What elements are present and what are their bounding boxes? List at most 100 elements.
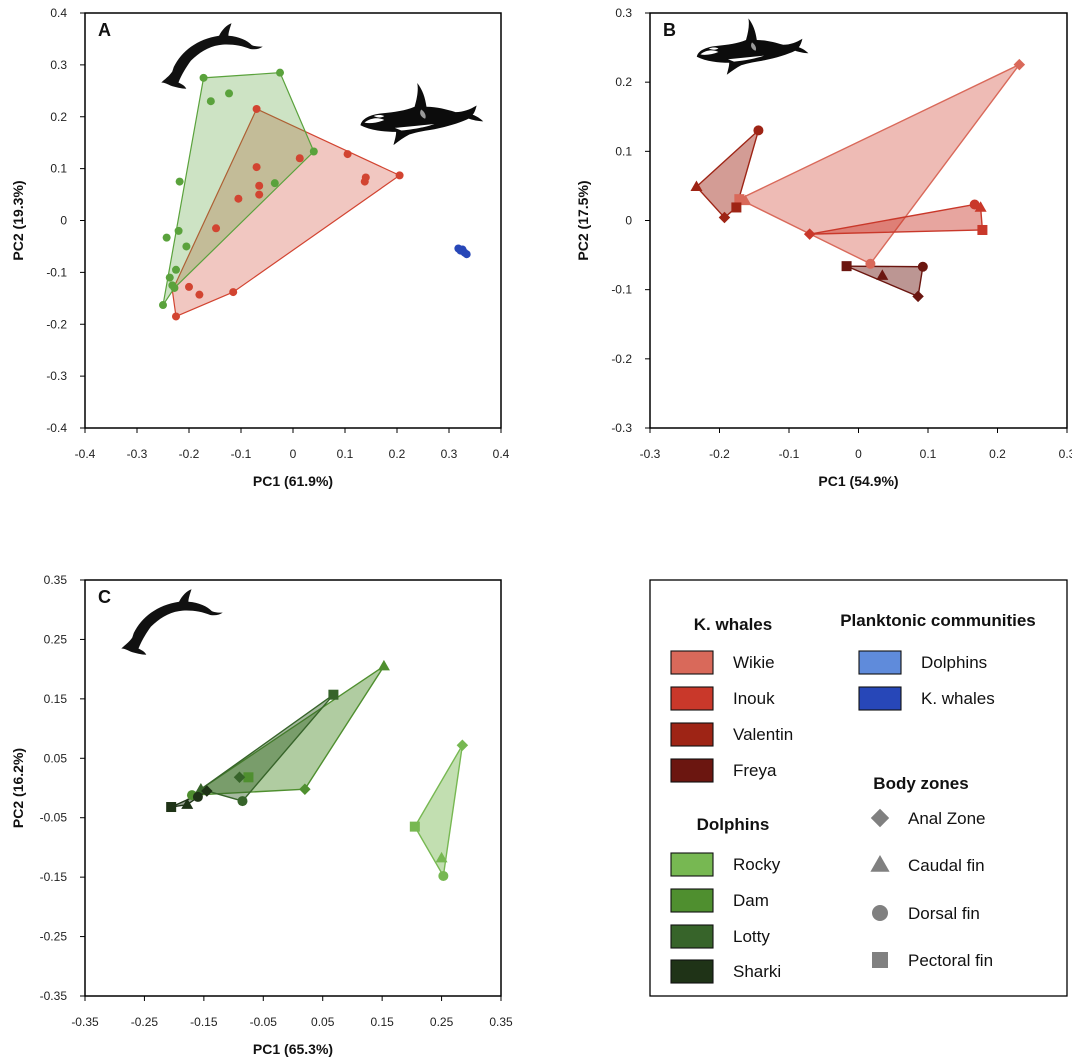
- hull-polygon: [199, 694, 334, 802]
- data-point: [172, 312, 180, 321]
- y-tick-label: 0: [60, 214, 67, 228]
- x-tick-label: -0.3: [127, 447, 148, 461]
- data-point: [229, 288, 238, 297]
- data-point: [255, 181, 264, 190]
- x-tick-label: -0.1: [779, 447, 800, 461]
- y-tick-label: 0.4: [50, 6, 67, 20]
- y-tick-label: 0: [625, 214, 632, 228]
- legend-heading-plankton: Planktonic communities: [840, 611, 1036, 630]
- data-point: [912, 290, 924, 303]
- data-point: [201, 785, 213, 797]
- x-tick-label: -0.2: [709, 447, 730, 461]
- orca-icon: [696, 18, 809, 75]
- x-tick-label: 0.25: [430, 1015, 454, 1029]
- y-tick-label: -0.1: [46, 265, 67, 279]
- orca-icon: [360, 83, 484, 146]
- data-point: [270, 179, 279, 188]
- data-point: [295, 154, 304, 163]
- data-point: [243, 772, 254, 783]
- data-point: [395, 171, 404, 180]
- data-point: [977, 224, 988, 235]
- y-axis-label: PC2 (19.3%): [10, 180, 26, 260]
- legend-swatch: [670, 888, 714, 913]
- data-point: [734, 194, 745, 205]
- data-point: [409, 821, 420, 832]
- legend-label: Freya: [733, 761, 777, 780]
- legend-swatch: [670, 959, 714, 984]
- data-point: [739, 194, 752, 206]
- y-tick-label: 0.05: [44, 751, 68, 765]
- x-tick-label: -0.1: [231, 447, 252, 461]
- hull-polygon: [171, 108, 401, 318]
- legend-label: Lotty: [733, 927, 770, 946]
- data-point: [969, 199, 980, 210]
- data-point: [159, 301, 167, 310]
- x-tick-label: 0.2: [989, 447, 1006, 461]
- data-point: [252, 104, 261, 113]
- legend-swatch: [858, 686, 902, 711]
- y-tick-label: -0.2: [46, 317, 67, 331]
- data-point: [199, 73, 208, 82]
- x-tick-label: 0.15: [370, 1015, 394, 1029]
- data-point: [841, 261, 852, 272]
- y-tick-label: 0.2: [615, 75, 632, 89]
- legend-label: K. whales: [921, 689, 995, 708]
- data-point: [753, 125, 764, 136]
- hull-polygon: [846, 265, 924, 298]
- data-point: [172, 265, 180, 274]
- x-axis-label: PC1 (65.3%): [253, 1041, 333, 1057]
- legend-label: Dolphins: [921, 653, 987, 672]
- y-tick-label: -0.3: [611, 421, 632, 435]
- y-tick-label: -0.35: [40, 989, 68, 1003]
- data-point: [299, 783, 311, 795]
- y-tick-label: 0.3: [615, 6, 632, 20]
- plot-frame: [84, 579, 502, 997]
- data-point: [162, 233, 171, 242]
- data-point: [225, 89, 234, 98]
- data-point: [182, 242, 191, 251]
- data-point: [974, 201, 987, 212]
- x-tick-label: -0.4: [75, 447, 96, 461]
- y-tick-label: 0.2: [50, 110, 67, 124]
- x-tick-label: -0.15: [190, 1015, 218, 1029]
- legend-swatch: [670, 924, 714, 949]
- data-point: [233, 771, 246, 784]
- legend-label: Dorsal fin: [908, 904, 980, 923]
- y-tick-label: -0.15: [40, 870, 68, 884]
- panel-letter: B: [663, 20, 676, 40]
- legend-shape-circle: [872, 905, 888, 921]
- data-point: [690, 180, 703, 191]
- legend-swatch: [670, 722, 714, 747]
- legend-shape-diamond: [870, 808, 890, 828]
- y-tick-label: 0.25: [44, 632, 68, 646]
- data-point: [185, 282, 193, 291]
- hull-polygon: [189, 665, 385, 796]
- data-point: [803, 228, 816, 240]
- panel-letter: C: [98, 587, 111, 607]
- y-tick-label: 0.1: [615, 144, 632, 158]
- data-point: [174, 226, 183, 235]
- legend-label: Caudal fin: [908, 856, 985, 875]
- legend-label: Pectoral fin: [908, 951, 993, 970]
- panel-letter: A: [98, 20, 111, 40]
- data-point: [718, 211, 731, 224]
- x-axis-label: PC1 (54.9%): [818, 473, 898, 489]
- x-tick-label: -0.25: [131, 1015, 159, 1029]
- x-tick-label: 0: [855, 447, 862, 461]
- y-tick-label: 0.15: [44, 692, 68, 706]
- data-point: [192, 791, 203, 802]
- data-point: [166, 802, 177, 813]
- legend-swatch: [858, 650, 902, 675]
- data-point: [195, 290, 204, 299]
- legend-shape-square: [872, 952, 888, 968]
- legend-label: Sharki: [733, 962, 781, 981]
- y-tick-label: 0.35: [44, 573, 68, 587]
- data-point: [328, 689, 339, 700]
- x-tick-label: 0.35: [489, 1015, 513, 1029]
- data-point: [175, 177, 184, 186]
- data-point: [234, 194, 243, 203]
- x-tick-label: -0.3: [640, 447, 661, 461]
- x-tick-label: 0.4: [493, 447, 510, 461]
- data-point: [435, 851, 448, 863]
